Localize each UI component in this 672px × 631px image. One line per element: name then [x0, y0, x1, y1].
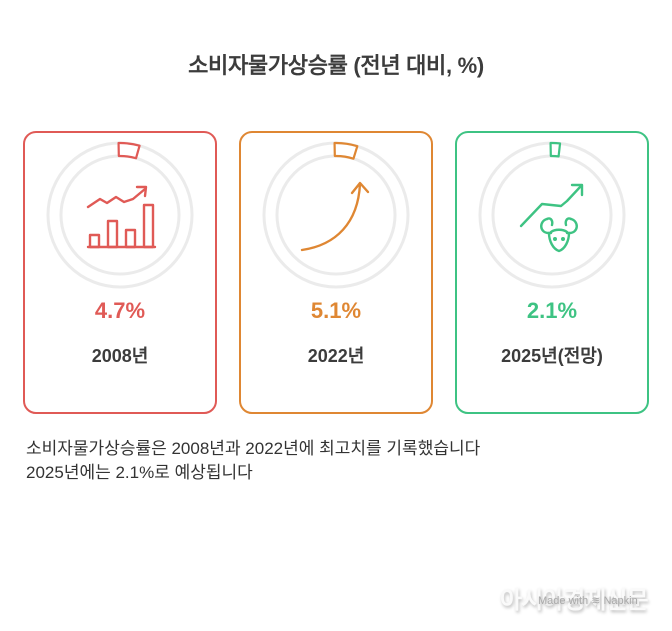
page-title: 소비자물가상승률 (전년 대비, %) — [188, 53, 484, 78]
stat-value: 4.7% — [94, 298, 146, 323]
curved-arrow-up-icon — [300, 181, 370, 252]
stat-label: 2008년 — [91, 346, 149, 366]
summary-line-1: 소비자물가상승률은 2008년과 2022년에 최고치를 기록했습니다 — [26, 439, 481, 458]
progress-segment — [333, 141, 359, 160]
made-with-napkin-watermark: Made with ≋ Napkin — [538, 595, 638, 607]
progress-ring — [478, 141, 626, 289]
progress-ring — [46, 141, 194, 289]
stat-label: 2025년(전망) — [501, 346, 603, 366]
summary-text: 소비자물가상승률은 2008년과 2022년에 최고치를 기록했습니다 2025… — [26, 437, 480, 485]
progress-ring — [262, 141, 410, 289]
stat-value: 2.1% — [526, 298, 578, 323]
publisher-watermark: 아시아경제신문 — [500, 587, 649, 614]
bar-chart-growth-icon — [86, 185, 157, 249]
stat-card-2025: 2.1% 2025년(전망) — [455, 131, 649, 414]
stat-label: 2022년 — [307, 346, 365, 366]
stat-card-2008: 4.7% 2008년 — [23, 131, 217, 414]
progress-segment — [549, 141, 562, 158]
summary-line-2: 2025년에는 2.1%로 예상됩니다 — [26, 463, 253, 482]
stat-value: 5.1% — [310, 298, 362, 323]
progress-segment — [117, 141, 141, 160]
bull-market-icon — [519, 183, 584, 253]
stat-card-2022: 5.1% 2022년 — [239, 131, 433, 414]
